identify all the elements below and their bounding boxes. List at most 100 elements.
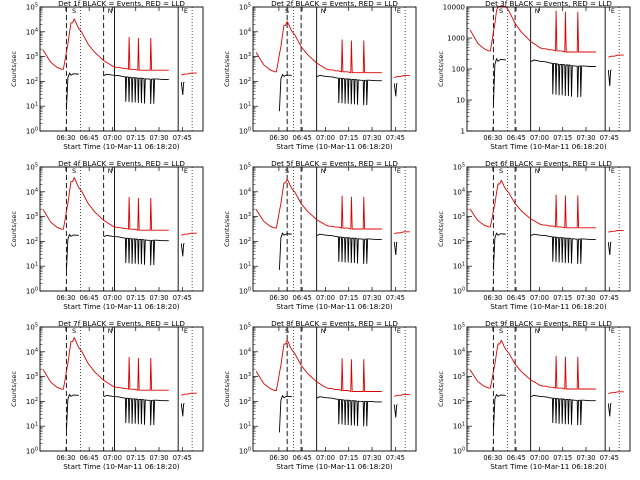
x-tick-label: 07:45 [386, 454, 405, 462]
events-series-line-mid [530, 394, 596, 426]
events-series-line [65, 233, 79, 272]
plot-frame [39, 326, 204, 452]
panel-1 [39, 6, 204, 132]
y-tick-label: 104 [239, 27, 251, 36]
region-marker-label: S [285, 167, 289, 175]
panel-7 [39, 326, 204, 452]
y-tick-label: 103 [26, 212, 38, 221]
panel-title: Det 4f BLACK = Events, RED = LLD [58, 159, 185, 168]
lld-series-line [469, 5, 596, 53]
panel-title: Det 7f BLACK = Events, RED = LLD [58, 319, 185, 328]
y-tick-label: 103 [239, 372, 251, 381]
events-series-line [278, 394, 292, 433]
y-axis-label: Counts/sec [10, 51, 18, 87]
y-tick-label: 101 [239, 102, 251, 111]
x-axis-label: Start Time (10-Mar-11 06:18:20) [490, 142, 607, 151]
x-tick-label: 07:15 [553, 294, 572, 302]
x-tick-label: 07:15 [553, 454, 572, 462]
y-tick-label: 105 [453, 163, 465, 172]
events-series-line [278, 232, 292, 270]
y-tick-label: 103 [453, 372, 465, 381]
events-series-line-post [393, 83, 398, 97]
region-marker-label: S [72, 167, 76, 175]
x-tick-label: 07:15 [126, 294, 145, 302]
y-axis-label: Counts/sec [437, 211, 445, 247]
x-axis-label: Start Time (10-Mar-11 06:18:20) [63, 142, 180, 151]
panel-3 [466, 5, 631, 132]
y-tick-label: 1000 [447, 35, 465, 43]
y-tick-label: 101 [26, 262, 38, 271]
events-series-line-mid [316, 233, 382, 265]
lld-series-line-post [608, 391, 624, 395]
events-series-line [492, 57, 506, 105]
y-tick-label: 100 [239, 127, 251, 136]
x-tick-label: 06:45 [80, 294, 99, 302]
x-tick-label: 07:45 [600, 454, 619, 462]
y-axis-label: Counts/sec [437, 371, 445, 407]
region-marker-label: E [397, 167, 401, 175]
x-tick-label: 07:00 [530, 134, 549, 142]
events-series-line-post [180, 81, 185, 96]
events-series-line [492, 232, 506, 270]
events-series-line-post [393, 404, 398, 418]
region-marker-label: S [499, 327, 503, 335]
x-tick-label: 06:30 [56, 454, 75, 462]
events-series-line-mid [103, 394, 169, 426]
panel-title: Det 8f BLACK = Events, RED = LLD [271, 319, 398, 328]
region-marker-label: E [611, 327, 615, 335]
x-tick-label: 07:00 [316, 294, 335, 302]
y-tick-label: 101 [26, 102, 38, 111]
x-tick-label: 07:30 [577, 454, 596, 462]
events-series-line [65, 393, 79, 432]
x-axis-label: Start Time (10-Mar-11 06:18:20) [276, 462, 393, 471]
region-marker-label: N [535, 7, 540, 15]
x-tick-label: 06:30 [483, 294, 502, 302]
x-tick-label: 06:45 [80, 134, 99, 142]
y-tick-label: 104 [26, 187, 38, 196]
region-marker-label: E [184, 327, 188, 335]
panel-4 [39, 166, 204, 292]
y-axis-label: Counts/sec [10, 211, 18, 247]
events-series-line-mid [103, 73, 169, 105]
lld-series-line [469, 179, 596, 229]
x-tick-label: 07:15 [339, 294, 358, 302]
x-tick-label: 07:30 [150, 294, 169, 302]
y-axis-label: Counts/sec [10, 371, 18, 407]
y-tick-label: 101 [239, 422, 251, 431]
panel-8 [252, 326, 417, 452]
region-marker-label: S [499, 167, 503, 175]
x-tick-label: 07:00 [103, 294, 122, 302]
panel-title: Det 3f BLACK = Events, RED = LLD [485, 0, 612, 8]
x-tick-label: 07:15 [126, 454, 145, 462]
y-tick-label: 105 [239, 163, 251, 172]
plot-frame [39, 6, 204, 132]
y-tick-label: 102 [239, 77, 251, 86]
x-axis-label: Start Time (10-Mar-11 06:18:20) [276, 302, 393, 311]
x-tick-label: 07:30 [577, 134, 596, 142]
region-marker-label: S [499, 7, 503, 15]
lld-series-line-post [608, 54, 624, 58]
events-series-line-post [393, 241, 398, 256]
panel-title: Det 6f BLACK = Events, RED = LLD [485, 159, 612, 168]
y-tick-label: 103 [26, 52, 38, 61]
y-tick-label: 103 [453, 212, 465, 221]
y-tick-label: 100 [453, 287, 465, 296]
lld-series-line [42, 336, 169, 391]
y-tick-label: 105 [26, 3, 38, 12]
y-tick-label: 102 [26, 237, 38, 246]
plot-frame [39, 166, 204, 292]
y-tick-label: 1 [461, 128, 465, 136]
y-tick-label: 104 [239, 187, 251, 196]
plot-frame [252, 326, 417, 452]
region-marker-label: E [611, 167, 615, 175]
x-tick-label: 07:45 [173, 134, 192, 142]
plot-frame [252, 166, 417, 292]
x-axis-label: Start Time (10-Mar-11 06:18:20) [276, 142, 393, 151]
y-tick-label: 100 [26, 127, 38, 136]
y-tick-label: 100 [239, 287, 251, 296]
x-tick-label: 07:30 [150, 134, 169, 142]
y-tick-label: 101 [239, 262, 251, 271]
x-tick-label: 06:30 [483, 454, 502, 462]
x-tick-label: 07:45 [173, 294, 192, 302]
region-marker-label: E [611, 7, 615, 15]
